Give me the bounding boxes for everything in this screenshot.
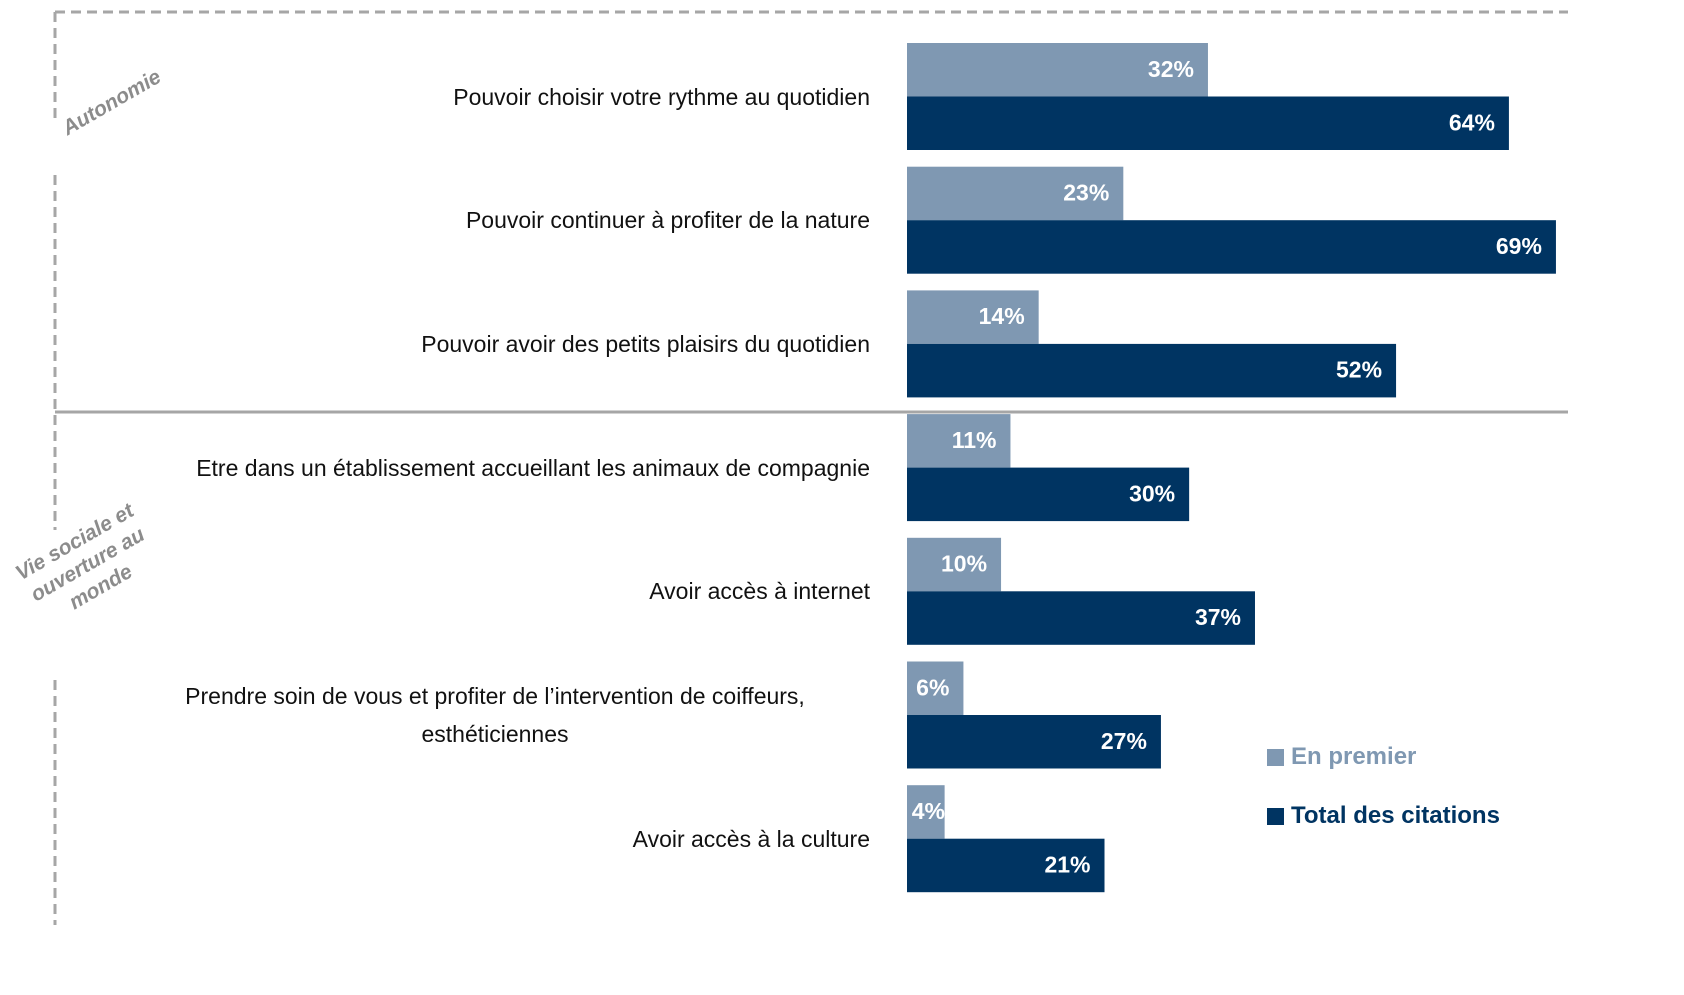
bar xyxy=(907,290,1039,344)
bar xyxy=(907,715,1161,769)
value-label: 69% xyxy=(1496,233,1542,259)
category-label: Etre dans un établissement accueillant l… xyxy=(196,454,870,481)
value-label: 10% xyxy=(941,551,987,577)
legend-swatch xyxy=(1267,807,1284,825)
bar xyxy=(907,414,1011,468)
value-label: 37% xyxy=(1195,604,1241,630)
bar xyxy=(907,537,1002,592)
category-label: Avoir accès à internet xyxy=(649,578,870,605)
bar xyxy=(907,591,1255,645)
value-label: 14% xyxy=(979,303,1025,329)
bar xyxy=(907,96,1509,150)
bar xyxy=(907,220,1556,274)
value-label: 52% xyxy=(1336,357,1382,383)
value-label: 30% xyxy=(1129,480,1175,506)
value-label: 11% xyxy=(952,427,997,453)
legend-item: Total des citations xyxy=(1267,802,1500,830)
bar xyxy=(907,166,1124,221)
category-label: Avoir accès à la culture xyxy=(632,825,870,852)
category-label: Pouvoir choisir votre rythme au quotidie… xyxy=(453,83,870,110)
legend-label: Total des citations xyxy=(1291,802,1500,829)
bar xyxy=(907,661,964,715)
bar xyxy=(907,43,1208,97)
legend-item: En premier xyxy=(1267,743,1416,771)
value-label: 4% xyxy=(912,798,945,824)
value-label: 23% xyxy=(1063,180,1109,206)
category-label: Pouvoir continuer à profiter de la natur… xyxy=(465,207,870,234)
value-label: 32% xyxy=(1148,56,1194,82)
bar xyxy=(907,467,1190,522)
category-label: Pouvoir avoir des petits plaisirs du quo… xyxy=(421,330,870,357)
value-label: 64% xyxy=(1449,109,1495,135)
bar xyxy=(907,343,1397,398)
bar xyxy=(907,838,1105,893)
value-label: 27% xyxy=(1101,728,1147,754)
legend-label: En premier xyxy=(1291,743,1417,770)
value-label: 21% xyxy=(1044,852,1090,878)
category-label: Prendre soin de vous et profiter de l’in… xyxy=(185,683,805,747)
legend-swatch xyxy=(1267,748,1284,766)
bar xyxy=(907,785,945,839)
value-label: 6% xyxy=(916,674,949,700)
